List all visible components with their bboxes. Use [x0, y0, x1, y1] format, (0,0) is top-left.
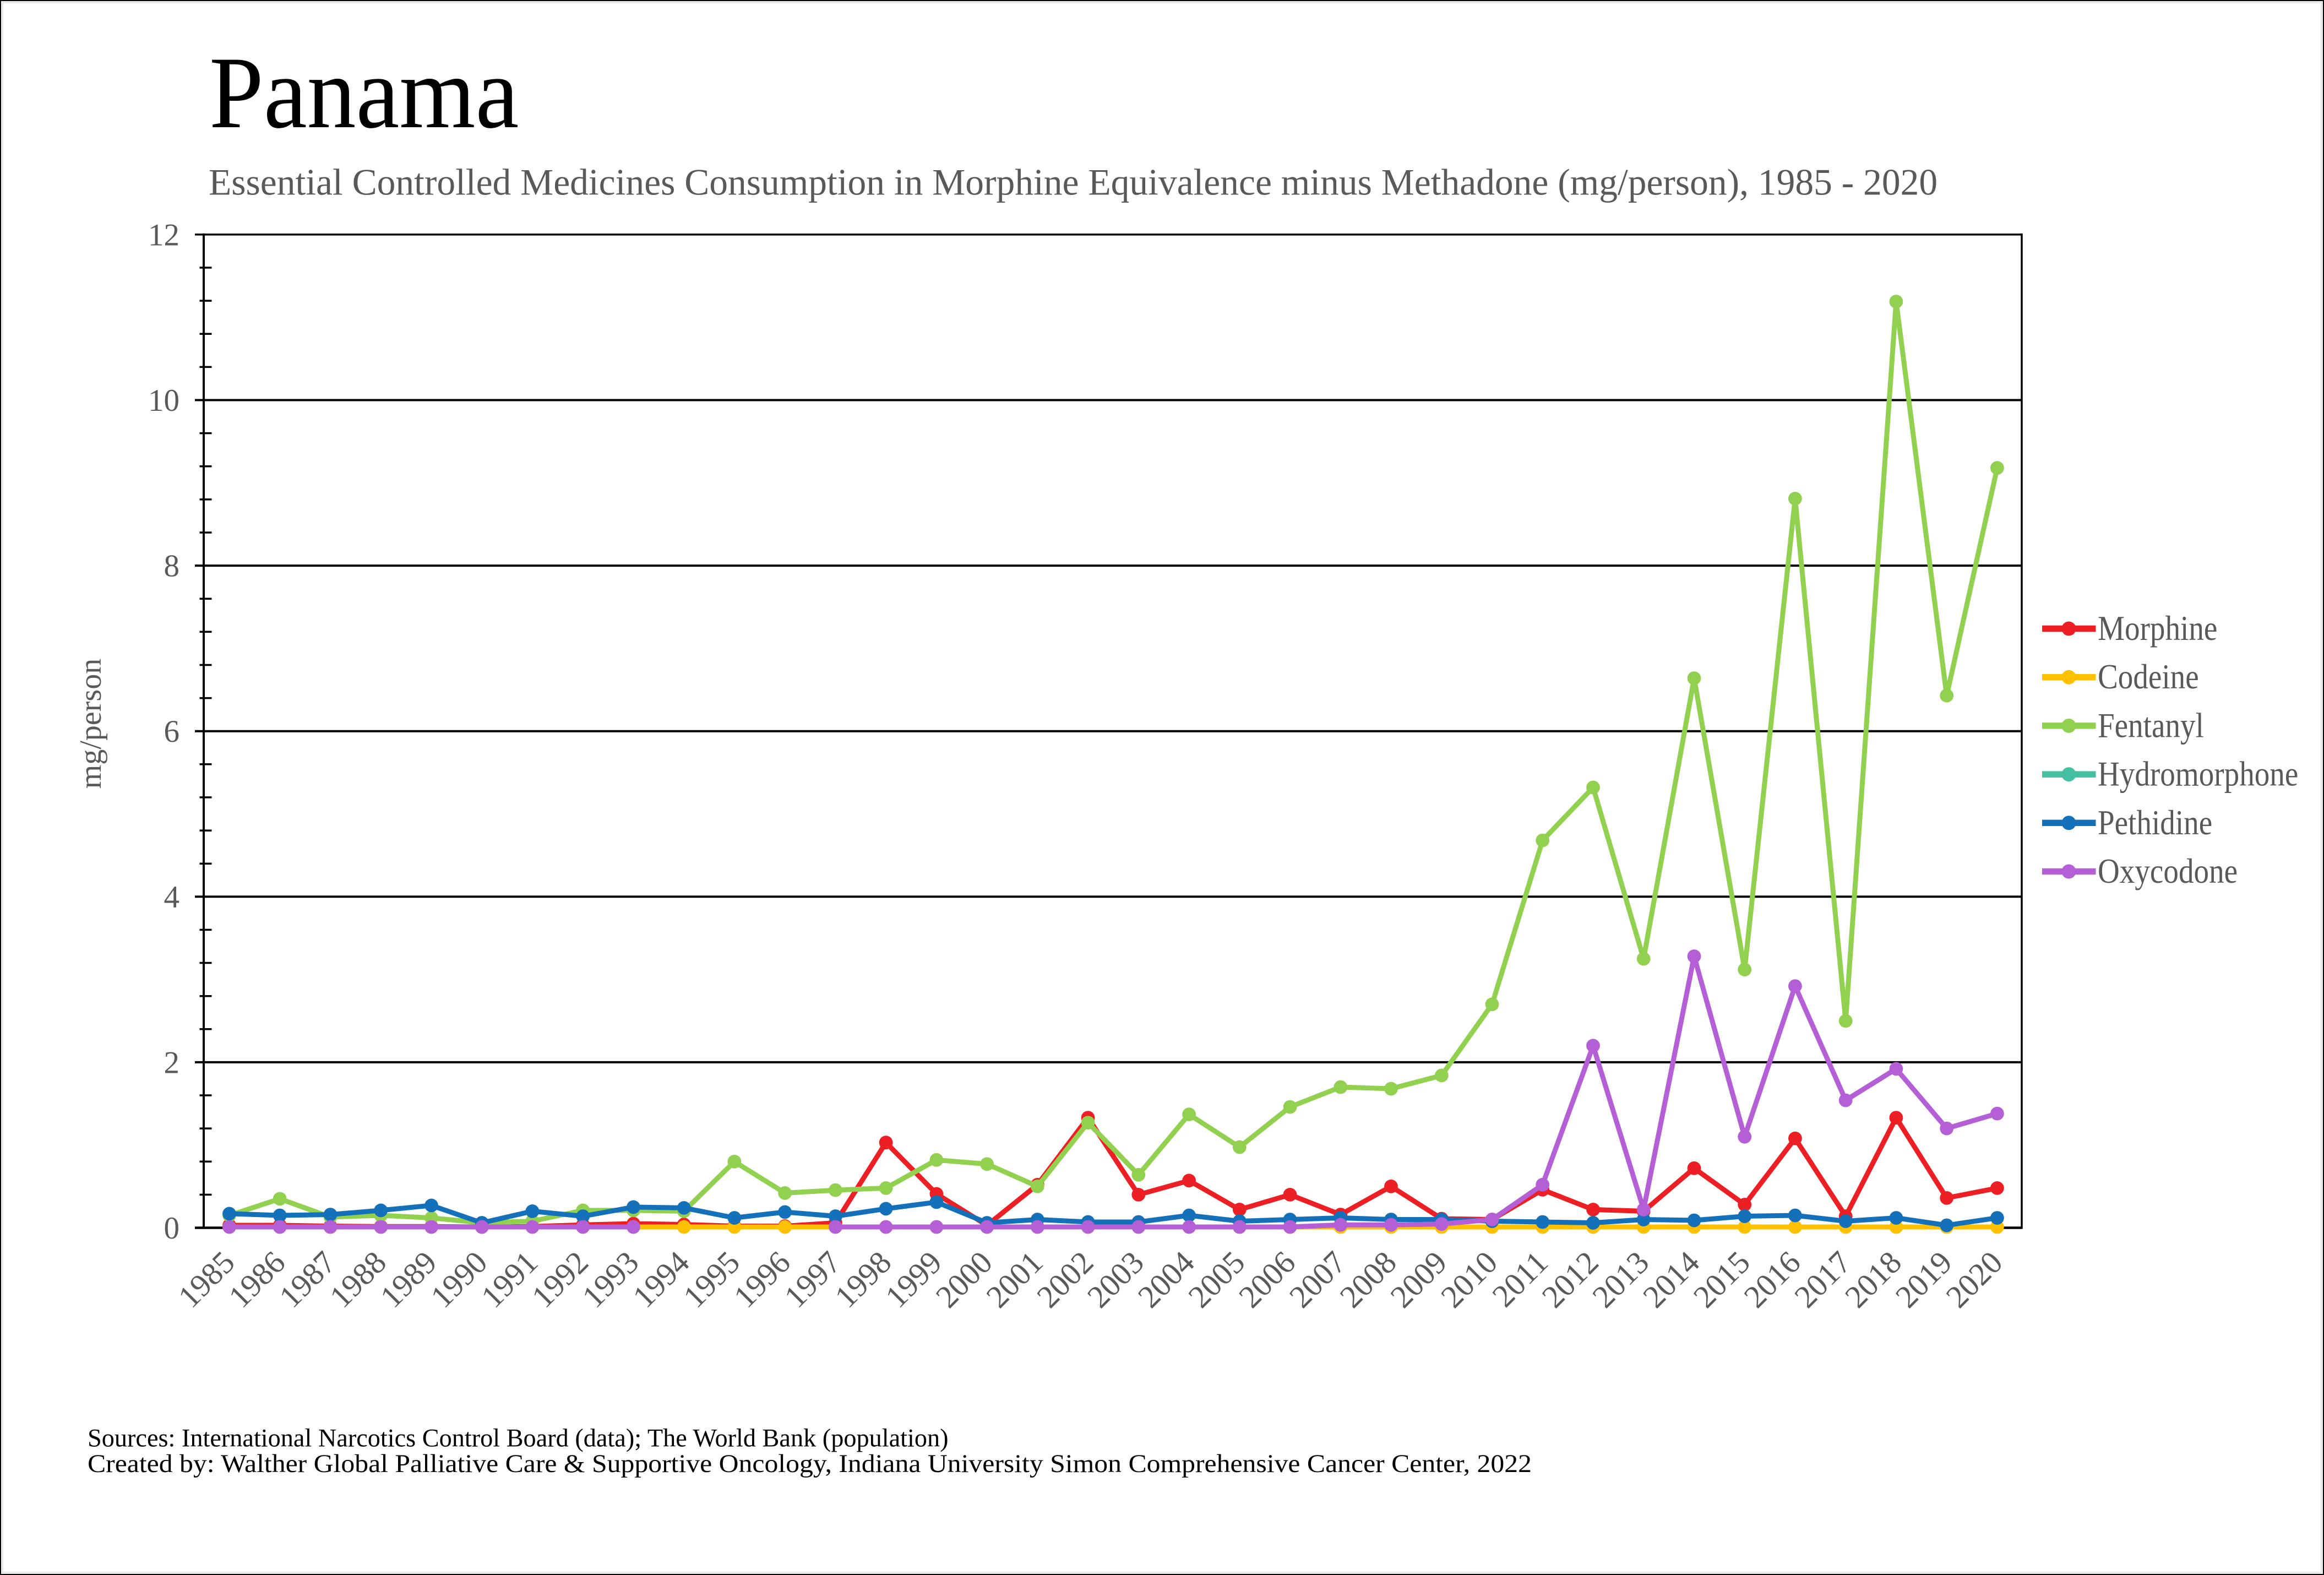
- svg-text:6: 6: [164, 714, 180, 749]
- svg-text:0: 0: [164, 1211, 180, 1246]
- svg-text:8: 8: [164, 549, 180, 584]
- svg-text:Sources: International Narcoti: Sources: International Narcotics Control…: [88, 1424, 949, 1452]
- svg-text:Hydromorphone: Hydromorphone: [2098, 754, 2298, 793]
- svg-text:Pethidine: Pethidine: [2098, 803, 2212, 841]
- svg-text:mg/person: mg/person: [74, 659, 108, 789]
- svg-text:Essential Controlled Medicines: Essential Controlled Medicines Consumpti…: [209, 162, 1937, 203]
- svg-text:Morphine: Morphine: [2098, 609, 2217, 648]
- svg-text:10: 10: [148, 383, 179, 418]
- svg-text:12: 12: [148, 218, 179, 252]
- svg-text:Oxycodone: Oxycodone: [2098, 852, 2238, 890]
- svg-text:Panama: Panama: [209, 36, 519, 150]
- svg-text:Fentanyl: Fentanyl: [2098, 706, 2204, 745]
- svg-text:Codeine: Codeine: [2098, 658, 2199, 696]
- svg-text:Created by: Walther Global Pal: Created by: Walther Global Palliative Ca…: [88, 1449, 1532, 1478]
- svg-text:4: 4: [164, 880, 180, 915]
- svg-text:2: 2: [164, 1045, 180, 1080]
